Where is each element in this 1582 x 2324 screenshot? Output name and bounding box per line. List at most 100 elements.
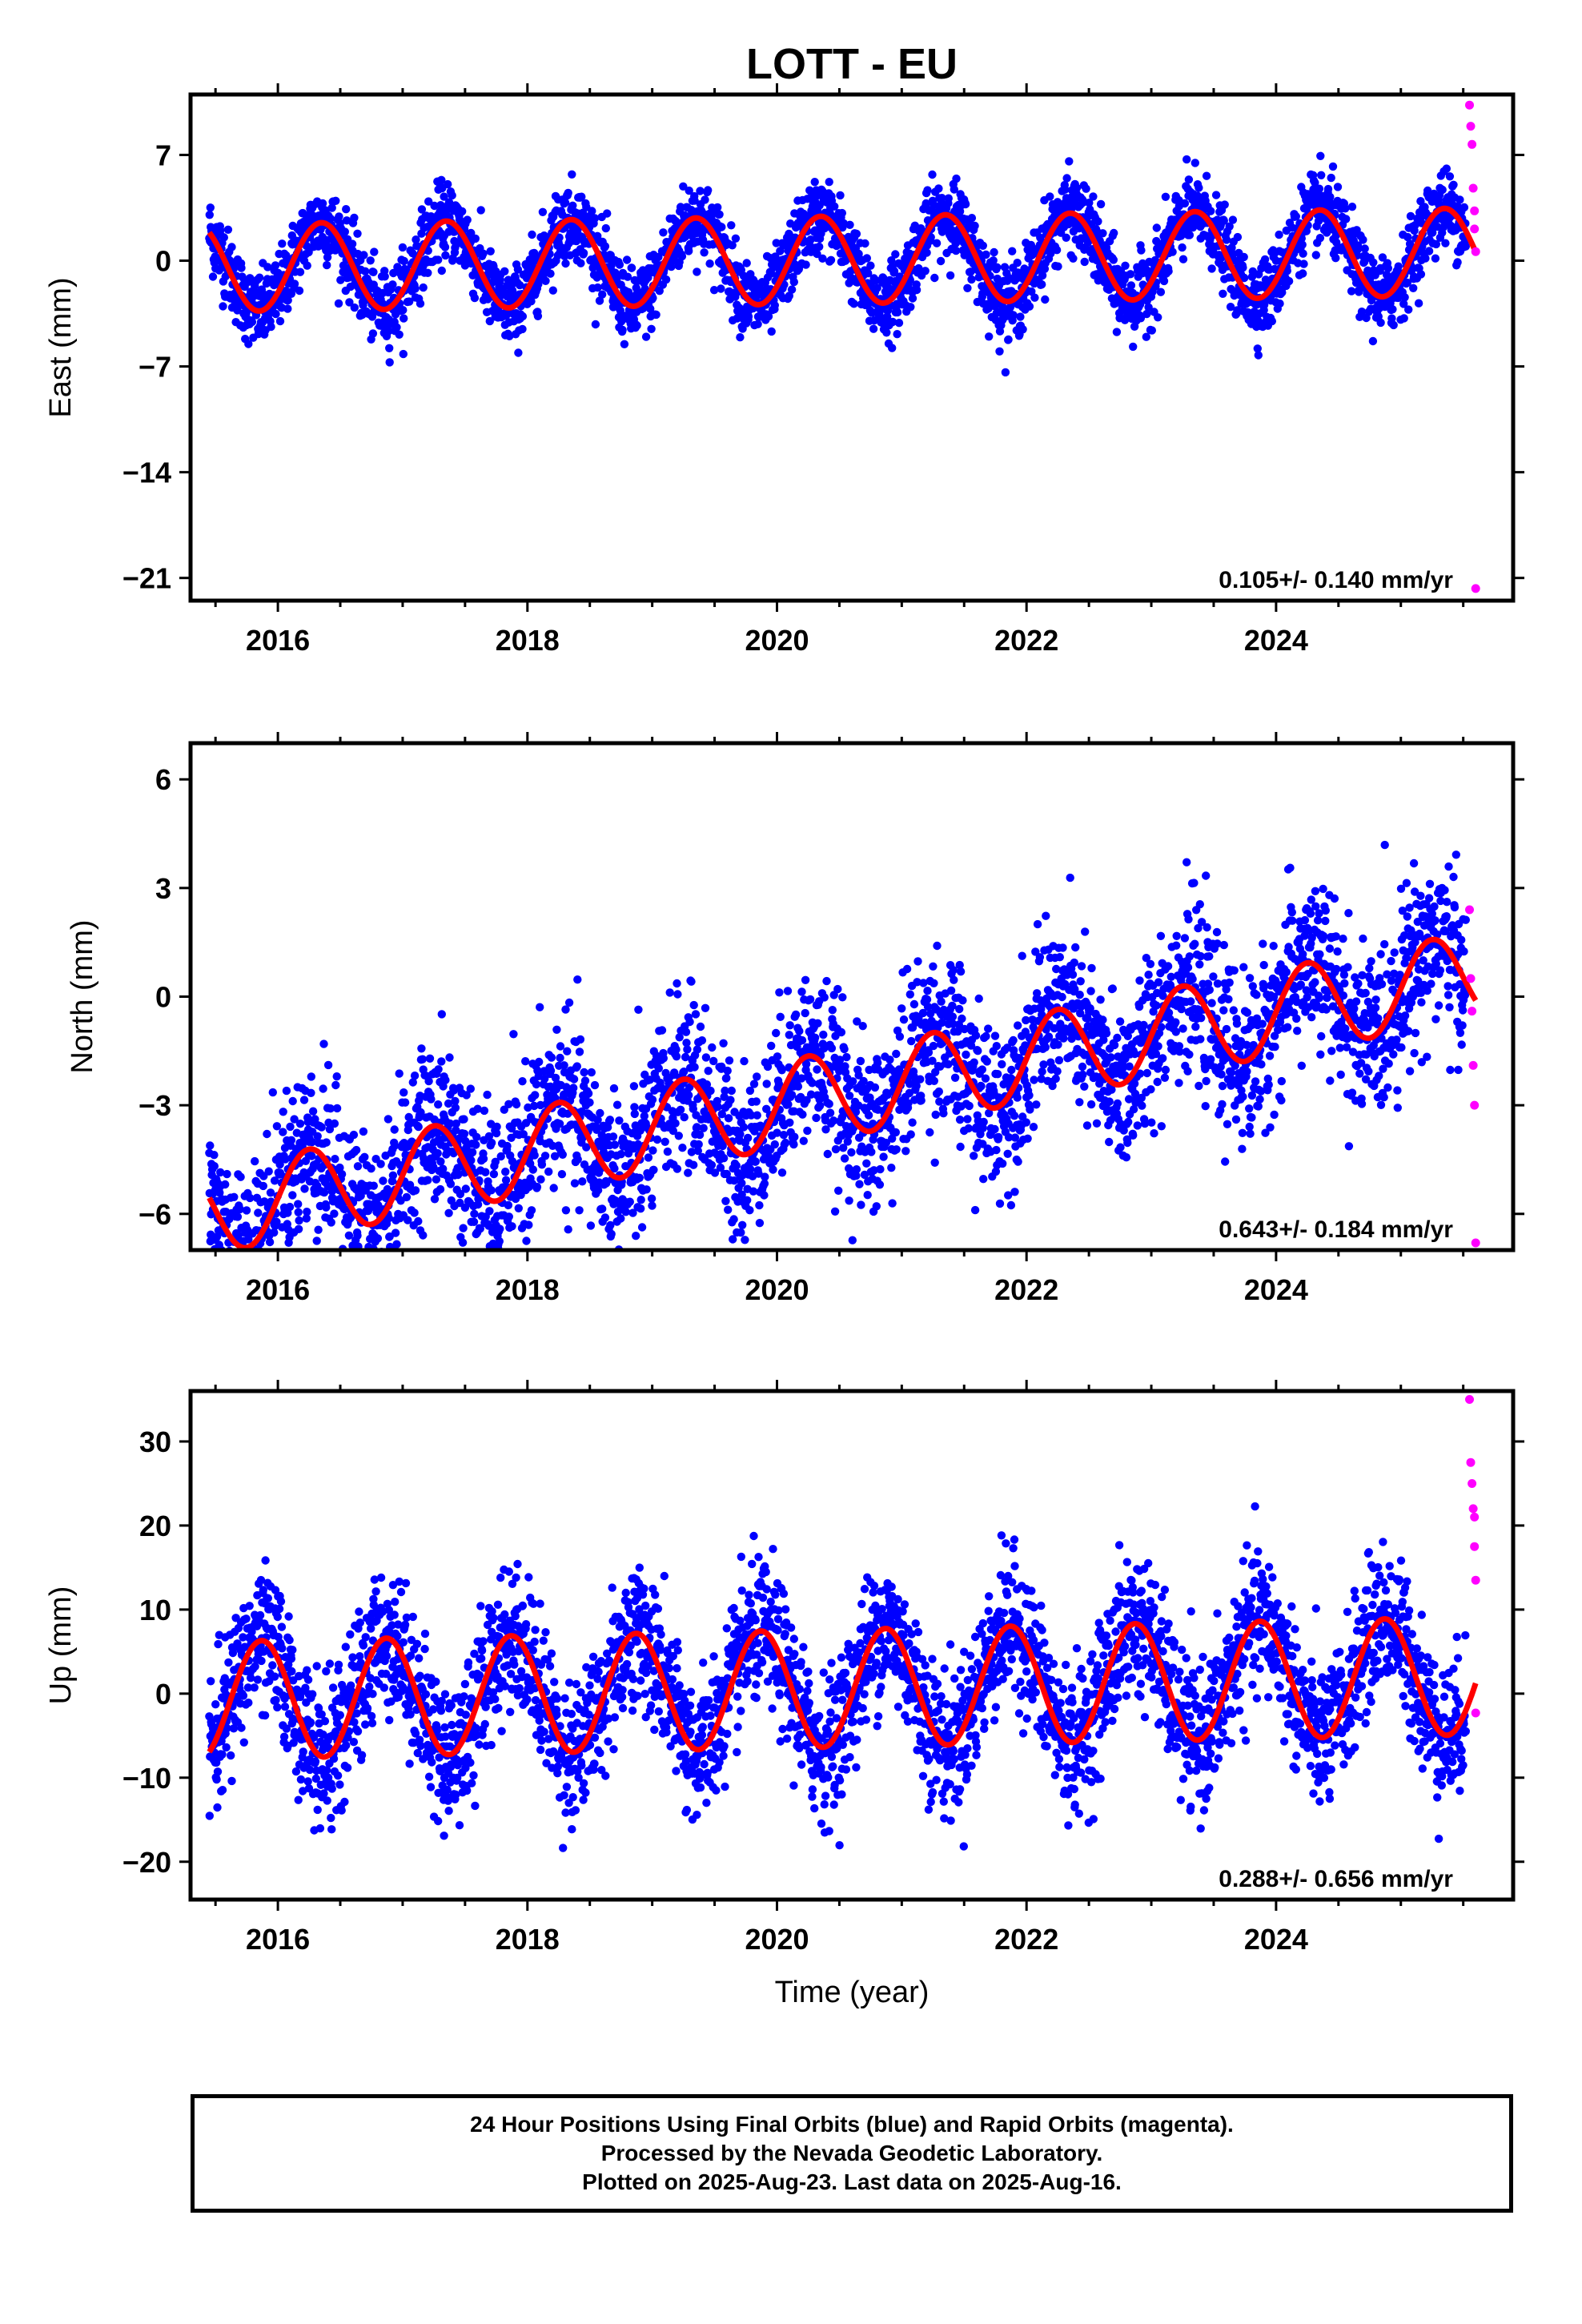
east-final-point xyxy=(1195,183,1203,192)
north-final-point xyxy=(763,1062,773,1072)
north-final-point xyxy=(580,1076,590,1085)
east-final-point xyxy=(1409,283,1418,292)
north-final-point xyxy=(388,1171,398,1180)
east-final-point xyxy=(623,272,632,281)
north-final-point xyxy=(740,1056,749,1066)
north-final-point xyxy=(648,1201,656,1210)
east-final-point xyxy=(641,332,651,341)
east-final-point xyxy=(588,207,596,215)
north-final-point xyxy=(636,1196,645,1204)
east-final-point xyxy=(1025,302,1034,311)
north-final-point xyxy=(518,1077,527,1086)
north-final-point xyxy=(607,1229,616,1239)
east-final-point xyxy=(593,283,602,292)
north-final-point xyxy=(474,1195,483,1204)
north-final-point xyxy=(616,1150,625,1159)
east-y-tick-label: 7 xyxy=(155,139,171,171)
east-final-point xyxy=(770,301,779,310)
north-final-point xyxy=(573,975,582,984)
east-final-point xyxy=(463,215,472,224)
north-final-point xyxy=(709,1056,718,1066)
east-final-point xyxy=(385,344,394,352)
north-final-point xyxy=(319,1039,328,1048)
north-final-point xyxy=(479,1257,487,1265)
north-final-point xyxy=(749,1080,759,1088)
east-final-point xyxy=(1228,215,1238,224)
east-x-tick-label: 2020 xyxy=(745,624,809,657)
north-final-point xyxy=(456,1189,465,1199)
north-final-point xyxy=(514,1204,523,1213)
east-final-point xyxy=(801,260,810,269)
east-final-point xyxy=(1004,335,1013,344)
east-final-point xyxy=(826,255,836,264)
north-final-point xyxy=(610,1140,620,1149)
north-final-point xyxy=(573,1155,582,1164)
east-final-point xyxy=(967,214,977,223)
north-final-point xyxy=(531,1091,540,1100)
north-final-point xyxy=(725,1056,734,1065)
north-final-point xyxy=(233,1261,241,1269)
east-final-point xyxy=(591,320,600,329)
north-final-point xyxy=(379,1176,387,1185)
north-final-point xyxy=(560,1061,568,1070)
east-final-point xyxy=(219,233,228,242)
east-final-point xyxy=(1046,249,1055,258)
east-final-point xyxy=(1046,192,1054,201)
north-final-point xyxy=(404,1216,412,1224)
north-final-point xyxy=(383,1115,393,1124)
east-final-point xyxy=(1327,173,1335,183)
north-final-point xyxy=(540,1074,549,1084)
north-final-point xyxy=(644,1153,653,1162)
east-final-point xyxy=(486,247,495,255)
north-final-point xyxy=(378,1256,386,1264)
east-final-point xyxy=(290,279,299,288)
north-final-point xyxy=(636,1204,645,1213)
east-final-point xyxy=(713,203,722,212)
north-final-point xyxy=(434,1100,443,1109)
north-final-point xyxy=(473,1104,482,1113)
east-final-point xyxy=(283,296,292,305)
north-final-point xyxy=(263,1308,271,1316)
east-final-point xyxy=(1142,309,1151,319)
east-final-point xyxy=(869,324,878,333)
north-final-point xyxy=(369,1181,378,1190)
east-final-point xyxy=(622,255,632,264)
north-final-point xyxy=(629,1082,639,1091)
east-final-point xyxy=(1240,273,1249,283)
east-final-point xyxy=(1239,263,1247,272)
north-final-point xyxy=(467,1156,476,1165)
east-final-point xyxy=(255,273,264,282)
east-y-tick-label: −7 xyxy=(139,351,171,384)
north-final-point xyxy=(290,1115,299,1124)
north-final-point xyxy=(361,1263,369,1271)
north-final-point xyxy=(753,1111,761,1120)
north-final-point xyxy=(691,1010,701,1019)
east-final-point xyxy=(1062,174,1071,183)
north-final-point xyxy=(231,1255,239,1263)
east-final-point xyxy=(906,303,915,312)
north-final-point xyxy=(432,1175,441,1184)
north-final-point xyxy=(672,1052,681,1061)
north-final-point xyxy=(689,1104,697,1113)
east-final-point xyxy=(693,267,701,276)
east-final-point xyxy=(845,220,854,229)
east-final-point xyxy=(1129,342,1138,352)
north-final-point xyxy=(685,1083,694,1092)
east-final-point xyxy=(1353,241,1363,250)
east-final-point xyxy=(1069,254,1078,263)
east-final-point xyxy=(1226,303,1235,312)
east-final-point xyxy=(295,267,305,276)
north-final-point xyxy=(382,1273,390,1281)
north-final-point xyxy=(535,1057,544,1067)
north-final-point xyxy=(235,1204,244,1214)
north-final-point xyxy=(235,1316,243,1324)
north-final-point xyxy=(294,1224,303,1234)
east-final-point xyxy=(514,348,523,357)
east-final-point xyxy=(576,259,585,267)
north-final-point xyxy=(223,1301,231,1309)
east-final-point xyxy=(1041,295,1050,304)
north-final-point xyxy=(265,1237,275,1247)
east-final-point xyxy=(1278,288,1287,297)
north-final-point xyxy=(249,1311,257,1319)
north-final-point xyxy=(429,1163,438,1172)
